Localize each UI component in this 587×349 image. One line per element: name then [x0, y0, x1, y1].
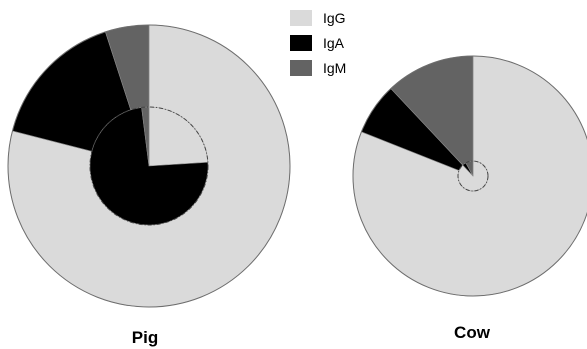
cow-pie-chart — [352, 55, 587, 297]
cow-outer-outline — [352, 55, 587, 297]
legend: IgG IgA IgM — [290, 10, 346, 76]
legend-swatch-igm — [290, 60, 312, 76]
legend-label-igg: IgG — [323, 10, 346, 26]
legend-label-igm: IgM — [323, 60, 346, 76]
cow-chart-title: Cow — [454, 323, 491, 342]
legend-label-iga: IgA — [323, 35, 345, 51]
pig-inner-outline — [89, 106, 209, 226]
cow-inner-outline — [457, 160, 489, 192]
pig-pie-chart — [7, 24, 291, 308]
legend-swatch-iga — [290, 35, 312, 51]
pig-chart-title: Pig — [132, 328, 158, 347]
legend-swatch-igg — [290, 10, 312, 26]
pig-outer-outline — [7, 24, 291, 308]
